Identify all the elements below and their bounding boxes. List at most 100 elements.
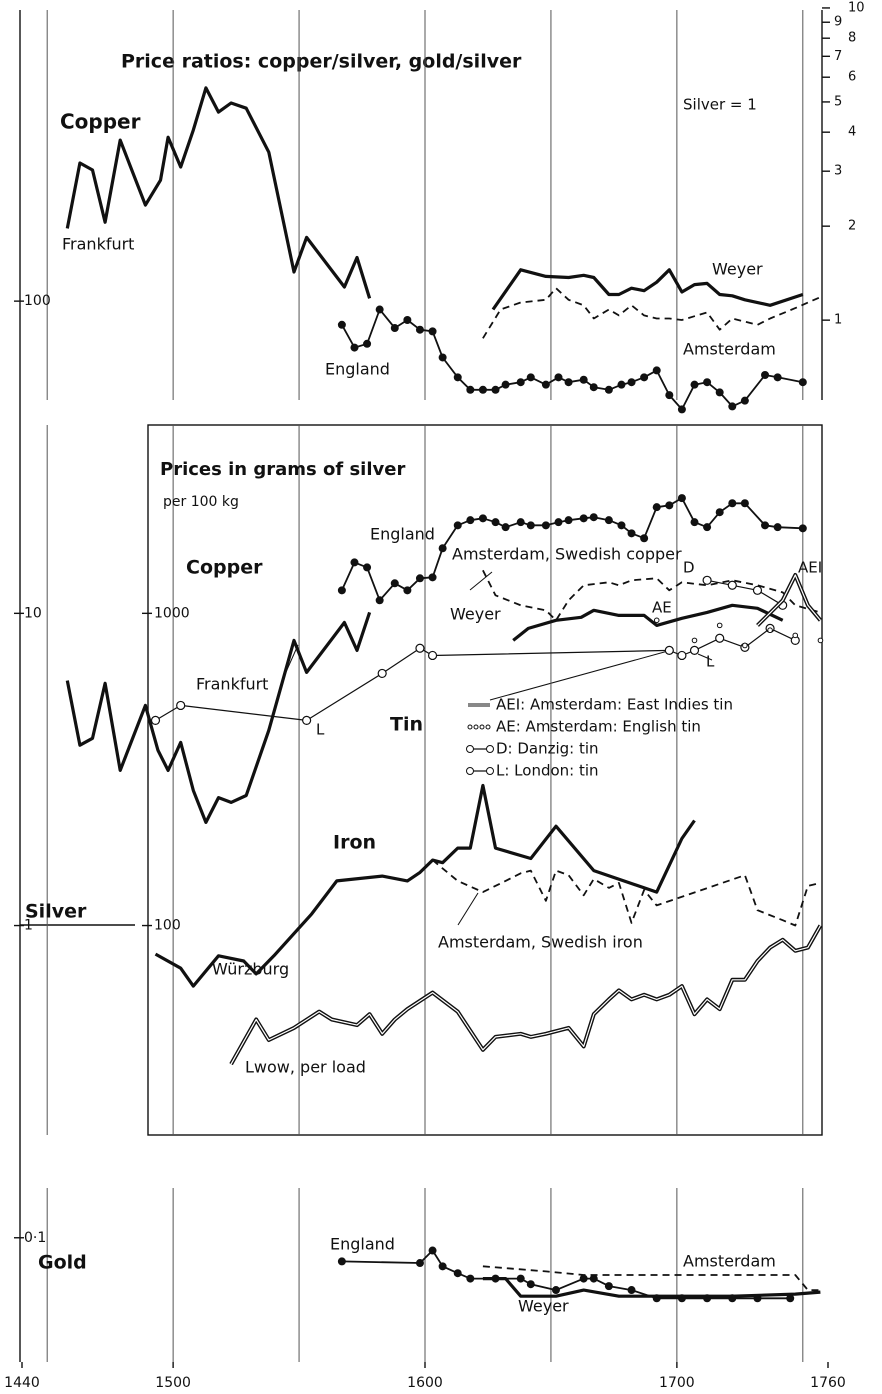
series-line-inner: [757, 574, 821, 626]
series-marker: [526, 521, 535, 530]
series-marker: [627, 529, 636, 538]
legend-swatch: [466, 767, 474, 775]
annotation: Tin: [390, 714, 423, 736]
series-marker: [627, 1286, 636, 1295]
annotation: per 100 kg: [163, 494, 239, 510]
series-marker: [691, 637, 698, 644]
series-marker: [715, 633, 725, 643]
series-marker: [604, 1282, 613, 1291]
series-marker: [715, 388, 724, 397]
annotation: D: [683, 559, 695, 577]
series-marker: [604, 516, 613, 525]
series-marker: [653, 617, 660, 624]
series-marker: [453, 373, 462, 382]
legend-swatch: [479, 724, 485, 730]
annotation: L: [706, 653, 715, 671]
legend-swatch: [467, 724, 473, 730]
series-line: [65, 86, 372, 299]
series-marker: [728, 402, 737, 411]
series-marker: [302, 715, 312, 726]
y3-tick-label: 7: [834, 49, 842, 64]
series-marker: [627, 378, 636, 387]
series-marker: [363, 563, 372, 572]
series-line: [512, 603, 784, 642]
series-marker: [526, 1280, 535, 1289]
y3-tick-label: 3: [834, 164, 842, 179]
series-label: Frankfurt: [196, 675, 268, 694]
series-marker: [478, 514, 487, 523]
series-label: Lwow, per load: [245, 1058, 366, 1077]
series-marker: [415, 325, 424, 334]
series-line: [432, 859, 821, 927]
series-marker: [752, 585, 763, 595]
x-tick-label: 1440: [4, 1375, 40, 1391]
series-line: [706, 579, 784, 606]
legend-swatch: [466, 745, 474, 753]
legend-label: AEI: Amsterdam: East Indies tin: [496, 696, 733, 714]
series-marker: [415, 1259, 424, 1268]
inner-panel: [147, 424, 823, 1136]
series-line: [756, 573, 822, 627]
series-marker: [363, 339, 372, 348]
y3-tick-label: 5: [834, 94, 842, 109]
series-marker: [466, 516, 475, 525]
series-line: [482, 1277, 821, 1298]
series-marker: [761, 521, 770, 530]
series-marker: [478, 385, 487, 394]
annotation: Copper: [60, 110, 141, 134]
series-marker: [428, 1246, 437, 1255]
y2-tick-label: 100: [154, 918, 181, 934]
y3-tick-label: 10: [848, 0, 865, 15]
x-tick-label: 1760: [810, 1375, 846, 1391]
series-marker: [617, 521, 626, 530]
series-marker: [740, 396, 749, 405]
annotation: Silver: [25, 901, 87, 923]
series-line: [154, 783, 696, 988]
series-label: England: [370, 525, 435, 544]
series-marker: [438, 544, 447, 553]
y-tick-label: 1: [24, 918, 33, 934]
series-label: Amsterdam, Swedish iron: [438, 933, 643, 952]
y3-tick-label: 6: [848, 70, 856, 85]
series-marker: [526, 373, 535, 382]
annotation: Silver = 1: [683, 96, 757, 114]
series-marker: [438, 1262, 447, 1271]
series-marker: [677, 494, 686, 503]
legend-swatch: [473, 724, 479, 730]
series-marker: [375, 305, 384, 314]
legend-swatch: [485, 724, 491, 730]
series-marker: [516, 378, 525, 387]
y-tick-label: 100: [24, 293, 51, 309]
annotation: Copper: [186, 557, 263, 579]
series-marker: [677, 650, 687, 661]
y3-tick-label: 2: [848, 219, 856, 234]
series-line: [482, 1265, 821, 1291]
series-marker: [817, 637, 824, 644]
legend-swatch: [486, 767, 494, 775]
legend-label: L: London: tin: [496, 762, 599, 780]
series-marker: [501, 380, 510, 389]
series-marker: [798, 524, 807, 533]
series-marker: [728, 499, 737, 508]
series-marker: [551, 1286, 560, 1295]
series-marker: [740, 499, 749, 508]
series-label: Amsterdam, Swedish copper: [452, 545, 682, 564]
series-marker: [150, 715, 161, 726]
series-marker: [715, 508, 724, 517]
series-marker: [516, 1274, 525, 1283]
series-marker: [579, 1274, 588, 1283]
series-marker: [640, 373, 649, 382]
y3-tick-label: 8: [848, 31, 856, 46]
series-marker: [337, 320, 346, 329]
series-marker: [466, 1274, 475, 1283]
series-marker: [773, 373, 782, 382]
series-line-inner: [230, 925, 821, 1065]
series-marker: [428, 573, 437, 582]
annotation: AE: [652, 599, 672, 617]
series-marker: [564, 378, 573, 387]
series-line: [341, 308, 803, 411]
series-marker: [541, 521, 550, 530]
series-marker: [390, 324, 399, 333]
series-label: England: [325, 360, 390, 379]
series-marker: [617, 380, 626, 389]
